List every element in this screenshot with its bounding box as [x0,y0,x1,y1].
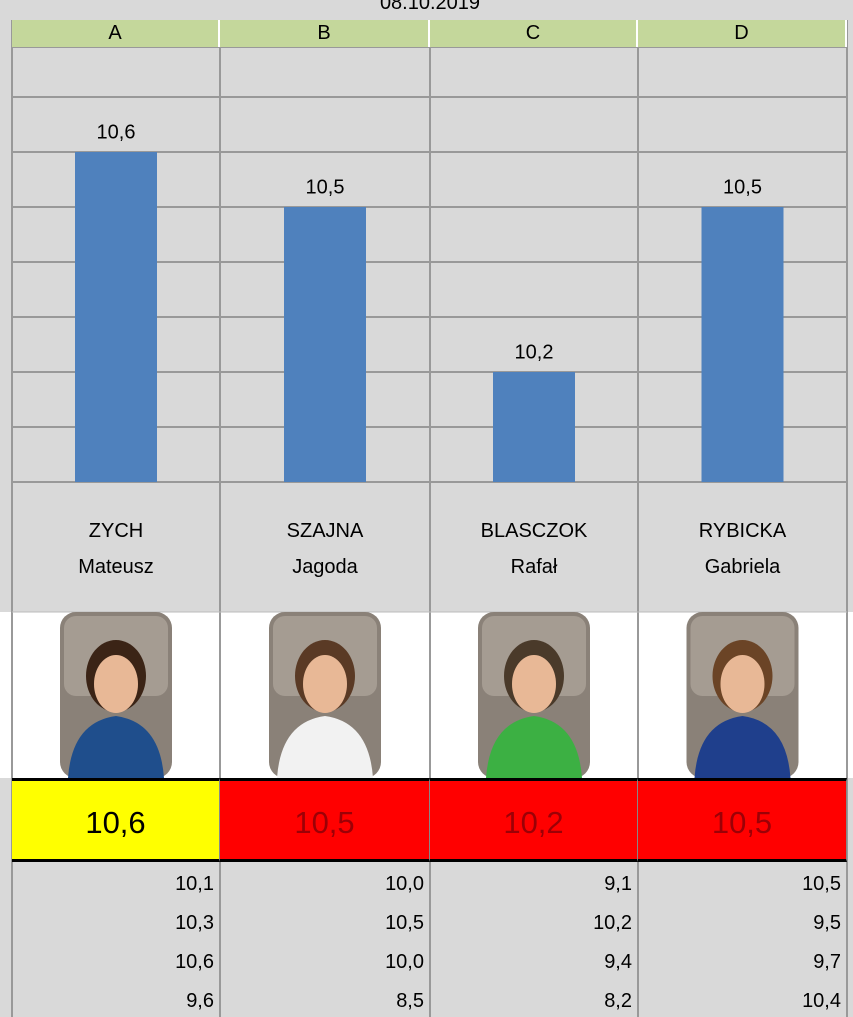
value-cell: 10,4 [638,982,847,1017]
last-name: SZAJNA [220,513,430,549]
data-label: 10,2 [515,341,554,363]
value-cell: 10,0 [220,865,430,904]
value-cell: 9,7 [638,943,847,982]
data-label: 10,6 [97,121,136,143]
value-cell: 9,6 [12,982,220,1017]
data-label: 10,5 [723,176,762,198]
value-cell: 10,2 [430,904,638,943]
bar [75,152,157,482]
value-cell: 10,1 [12,865,220,904]
value-cell: 8,2 [430,982,638,1017]
value-cell: 10,6 [12,943,220,982]
first-name: Gabriela [638,549,847,585]
column-header: B [220,20,430,47]
first-name: Mateusz [12,549,220,585]
score-cell: 10,5 [220,778,430,862]
last-name: BLASCZOK [430,513,638,549]
value-cell: 9,4 [430,943,638,982]
column-header: A [12,20,220,47]
photo-face [94,655,138,713]
photo-face [721,655,765,713]
data-label: 10,5 [306,176,345,198]
bar [493,372,575,482]
photo-face [512,655,556,713]
last-name: RYBICKA [638,513,847,549]
value-cell: 9,5 [638,904,847,943]
value-cell: 10,0 [220,943,430,982]
value-cell: 8,5 [220,982,430,1017]
score-cell: 10,2 [430,778,638,862]
first-name: Jagoda [220,549,430,585]
value-cell: 10,5 [220,904,430,943]
spreadsheet: 08.10.2019 10,610,510,210,5 ABCDZYCHMate… [0,0,853,1017]
column-header: C [430,20,638,47]
photo-face [303,655,347,713]
column-header: D [638,20,847,47]
score-cell: 10,6 [12,778,220,862]
bar [284,207,366,482]
first-name: Rafał [430,549,638,585]
score-cell: 10,5 [638,778,847,862]
value-cell: 10,5 [638,865,847,904]
value-cell: 10,3 [12,904,220,943]
value-cell: 9,1 [430,865,638,904]
bar [702,207,784,482]
last-name: ZYCH [12,513,220,549]
